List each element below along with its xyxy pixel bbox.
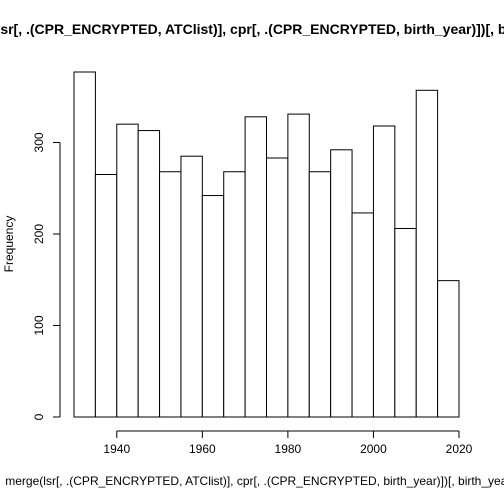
- x-axis-label: merge(lsr[, .(CPR_ENCRYPTED, ATClist)], …: [5, 474, 504, 488]
- chart-title: merge(lsr[, .(CPR_ENCRYPTED, ATClist)], …: [0, 21, 504, 37]
- histogram-bar: [74, 72, 95, 417]
- y-axis: 0 100 200 300: [32, 132, 60, 420]
- x-tick-label: 1980: [275, 442, 302, 456]
- x-axis: 1940 1960 1980 2000 2020: [103, 431, 472, 456]
- histogram-bar: [373, 126, 394, 417]
- y-tick-label: 200: [32, 224, 46, 244]
- x-tick-label: 2020: [446, 442, 473, 456]
- x-tick-label: 1940: [103, 442, 130, 456]
- histogram-bar: [395, 228, 416, 417]
- histogram-bar: [181, 156, 202, 417]
- histogram-bar: [224, 172, 245, 417]
- histogram-bars: [74, 72, 459, 417]
- x-tick-label: 2000: [360, 442, 387, 456]
- histogram-bar: [438, 281, 459, 417]
- y-tick-label: 100: [32, 315, 46, 335]
- histogram-bar: [202, 196, 223, 417]
- y-axis-label: Frequency: [2, 216, 16, 273]
- histogram-bar: [416, 90, 437, 417]
- y-tick-label: 0: [32, 413, 46, 420]
- histogram-bar: [95, 174, 116, 417]
- histogram-bar: [138, 131, 159, 417]
- histogram-bar: [352, 213, 373, 417]
- histogram-bar: [160, 172, 181, 417]
- histogram-bar: [288, 114, 309, 417]
- histogram-bar: [309, 172, 330, 417]
- histogram-bar: [267, 158, 288, 417]
- x-tick-label: 1960: [189, 442, 216, 456]
- histogram-bar: [331, 150, 352, 417]
- histogram-bar: [245, 117, 266, 417]
- histogram-bar: [117, 124, 138, 417]
- y-tick-label: 300: [32, 132, 46, 152]
